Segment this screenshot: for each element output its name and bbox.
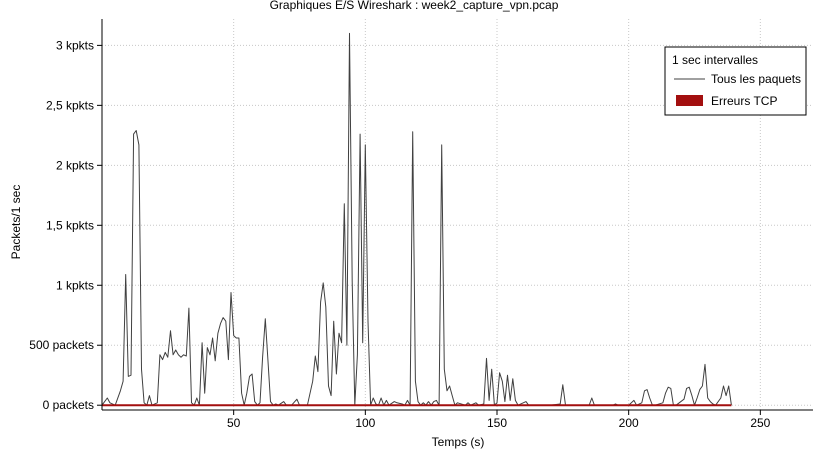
y-tick-label: 2 kpkts — [56, 158, 94, 172]
x-tick-label: 200 — [619, 416, 639, 430]
x-tick-label: 150 — [487, 416, 507, 430]
x-tick-label: 50 — [227, 416, 241, 430]
y-tick-label: 500 packets — [29, 338, 94, 352]
x-axis-label: Temps (s) — [432, 435, 485, 449]
x-tick-label: 100 — [355, 416, 375, 430]
axes — [97, 19, 813, 415]
x-tick-label: 250 — [750, 416, 770, 430]
y-tick-label: 0 packets — [43, 398, 94, 412]
legend-label-tcp-errors: Erreurs TCP — [711, 94, 777, 108]
legend-box-swatch — [676, 95, 703, 106]
series-layer — [101, 32, 732, 407]
y-tick-label: 3 kpkts — [56, 38, 94, 52]
y-tick-labels: 0 packets 500 packets 1 kpkts 1,5 kpkts 2 kp… — [29, 38, 94, 412]
series-all-packets-line — [101, 32, 732, 406]
gridlines — [102, 19, 813, 410]
y-tick-label: 1 kpkts — [56, 278, 94, 292]
legend-title: 1 sec intervalles — [672, 53, 758, 67]
y-axis-label: Packets/1 sec — [9, 185, 23, 260]
y-tick-label: 2,5 kpkts — [46, 98, 94, 112]
legend: 1 sec intervalles Tous les paquets Erreu… — [664, 46, 807, 116]
chart-title: Graphiques E/S Wireshark : week2_capture… — [270, 0, 559, 12]
y-tick-label: 1,5 kpkts — [46, 218, 94, 232]
x-tick-labels: 50 100 150 200 250 — [227, 416, 771, 430]
legend-label-all-packets: Tous les paquets — [711, 72, 801, 86]
